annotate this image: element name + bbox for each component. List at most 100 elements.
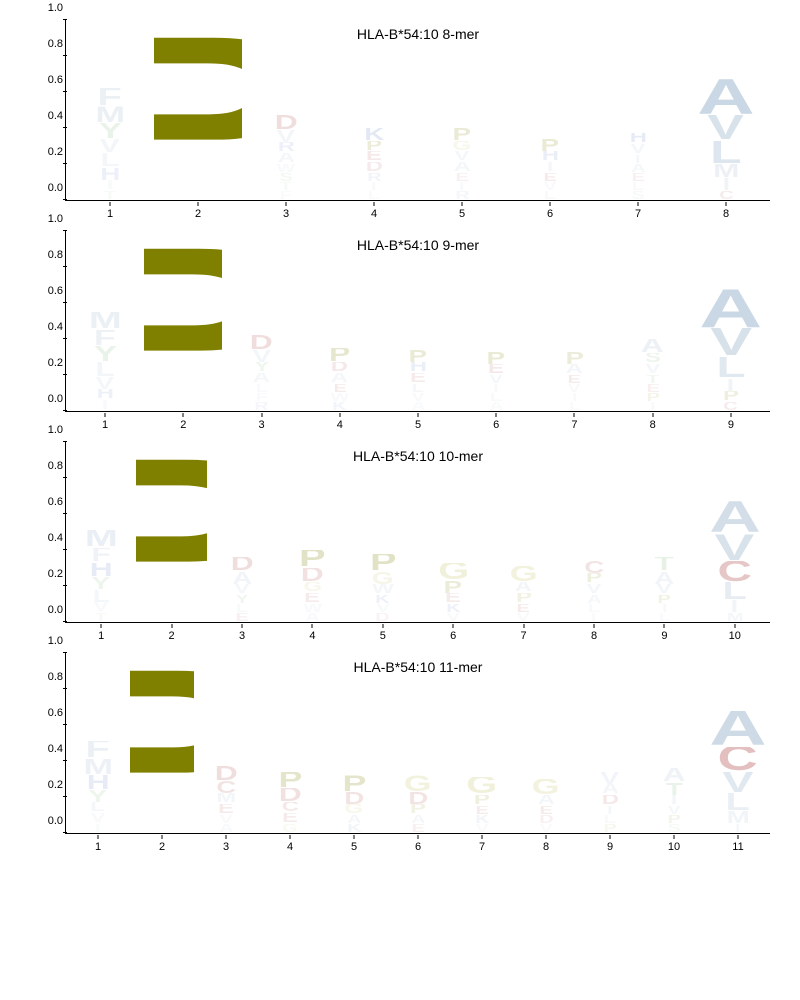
y-tick-label: 0.4 [35, 321, 63, 333]
logo-letter: I [418, 182, 506, 191]
logo-letter: H [379, 362, 457, 373]
logo-letter: A [457, 402, 535, 411]
logo-letter: P [506, 139, 594, 152]
logo-letter: L [457, 393, 535, 402]
logo-column: P [144, 245, 222, 411]
y-axis: 0.00.20.40.60.81.0 [31, 231, 63, 411]
logo-letter: G [418, 141, 506, 152]
x-tick-label: 4 [337, 419, 343, 431]
logo-letter: A [642, 768, 706, 782]
logo-letter: T [642, 783, 706, 796]
logo-letter: D [386, 792, 450, 805]
x-tick-mark [171, 624, 172, 628]
x-tick-label: 3 [258, 419, 264, 431]
y-tick-mark [63, 19, 67, 20]
logo-column: CIMLVA [682, 79, 770, 200]
y-tick-label: 1.0 [35, 424, 63, 436]
logo-letter: Y [207, 595, 277, 604]
logo-letter: W [348, 584, 418, 595]
logo-letter: A [418, 162, 506, 173]
logo-letter: L [66, 590, 136, 603]
x-tick-mark [382, 624, 383, 628]
logo-letter: I [692, 379, 770, 392]
logo-letter: P [488, 593, 558, 604]
logo-letter: C [559, 561, 629, 574]
x-tick-mark [312, 624, 313, 628]
logo-letter: D [330, 162, 418, 173]
logo-letter: I [642, 795, 706, 806]
x-tick-mark [726, 202, 727, 206]
logo-letter: G [418, 563, 488, 581]
y-tick-label: 0.6 [35, 74, 63, 86]
x-tick-label: 1 [98, 630, 104, 642]
logo-letter: E [594, 173, 682, 182]
x-tick-mark [226, 835, 227, 839]
logo-letter: A [301, 373, 379, 384]
y-axis: 0.00.20.40.60.81.0 [31, 442, 63, 622]
y-tick-mark [63, 55, 67, 56]
x-tick-label: 3 [283, 208, 289, 220]
logo-letter: E [330, 151, 418, 162]
logo-letter: V [578, 772, 642, 785]
logo-letter: A [379, 402, 457, 411]
logo-letter: I [700, 600, 770, 613]
logo-letter: R [222, 402, 300, 411]
logo-letter: V [66, 602, 136, 613]
y-axis: 0.00.20.40.60.81.0 [31, 20, 63, 200]
logo-letter: L [222, 384, 300, 393]
y-tick-mark [63, 230, 67, 231]
y-tick-label: 0.0 [35, 815, 63, 827]
logo-panel: HLA-B*54:10 11-mer0.00.20.40.60.81.01234… [30, 653, 770, 834]
logo-letter: I [629, 604, 699, 613]
logo-letter: V [66, 139, 154, 153]
logo-column: IPETVSA [614, 339, 692, 411]
logo-letter: I [614, 402, 692, 411]
logo-letter: V [222, 350, 300, 363]
logo-letter: K [418, 604, 488, 613]
logo-letter: L [629, 613, 699, 622]
logo-letter: P [457, 352, 535, 365]
logo-column: KWEADP [301, 348, 379, 411]
logo-column: RFLAYVD [222, 335, 300, 411]
x-tick-mark [101, 624, 102, 628]
x-axis: 12345678 [66, 202, 770, 222]
panel-title: HLA-B*54:10 9-mer [357, 237, 479, 253]
logo-letter: P [386, 804, 450, 815]
logo-letter: P [535, 352, 613, 365]
logo-letter: V [457, 375, 535, 384]
panel-title: HLA-B*54:10 11-mer [354, 659, 483, 675]
logo-letter: V [594, 144, 682, 155]
logo-column: VDEAG [514, 779, 578, 833]
y-tick-mark [63, 477, 67, 478]
x-tick-label: 9 [661, 630, 667, 642]
logo-column: PLIDAV [578, 772, 642, 833]
x-tick-mark [610, 835, 611, 839]
x-tick-label: 8 [543, 841, 549, 853]
logo-letter: A [207, 572, 277, 585]
logo-letter: A [242, 153, 330, 164]
logo-letter: M [66, 106, 154, 122]
logo-letter: E [379, 373, 457, 384]
logo-letter: E [614, 384, 692, 393]
logo-letter: P [418, 128, 506, 141]
plot-area: HLA-B*54:10 10-mer0.00.20.40.60.81.01234… [65, 442, 770, 623]
logo-letter: A [692, 289, 770, 329]
x-tick-label: 2 [159, 841, 165, 853]
logo-column: LIVEAP [535, 352, 613, 411]
logo-letter: H [594, 133, 682, 144]
x-tick-label: 6 [450, 630, 456, 642]
x-tick-mark [418, 835, 419, 839]
logo-letter: W [242, 164, 330, 173]
logo-letter: K [330, 128, 418, 141]
logo-letter: A [386, 815, 450, 824]
x-tick-mark [162, 835, 163, 839]
logo-column: IMLVCA [706, 711, 770, 833]
logo-letter: A [194, 824, 258, 833]
logo-letter: L [66, 802, 130, 813]
x-tick-label: 3 [239, 630, 245, 642]
logo-letter: A [559, 595, 629, 604]
x-tick-label: 7 [571, 419, 577, 431]
logo-letter: A [594, 164, 682, 173]
logo-letter: R [418, 191, 506, 200]
y-tick-mark [63, 441, 67, 442]
